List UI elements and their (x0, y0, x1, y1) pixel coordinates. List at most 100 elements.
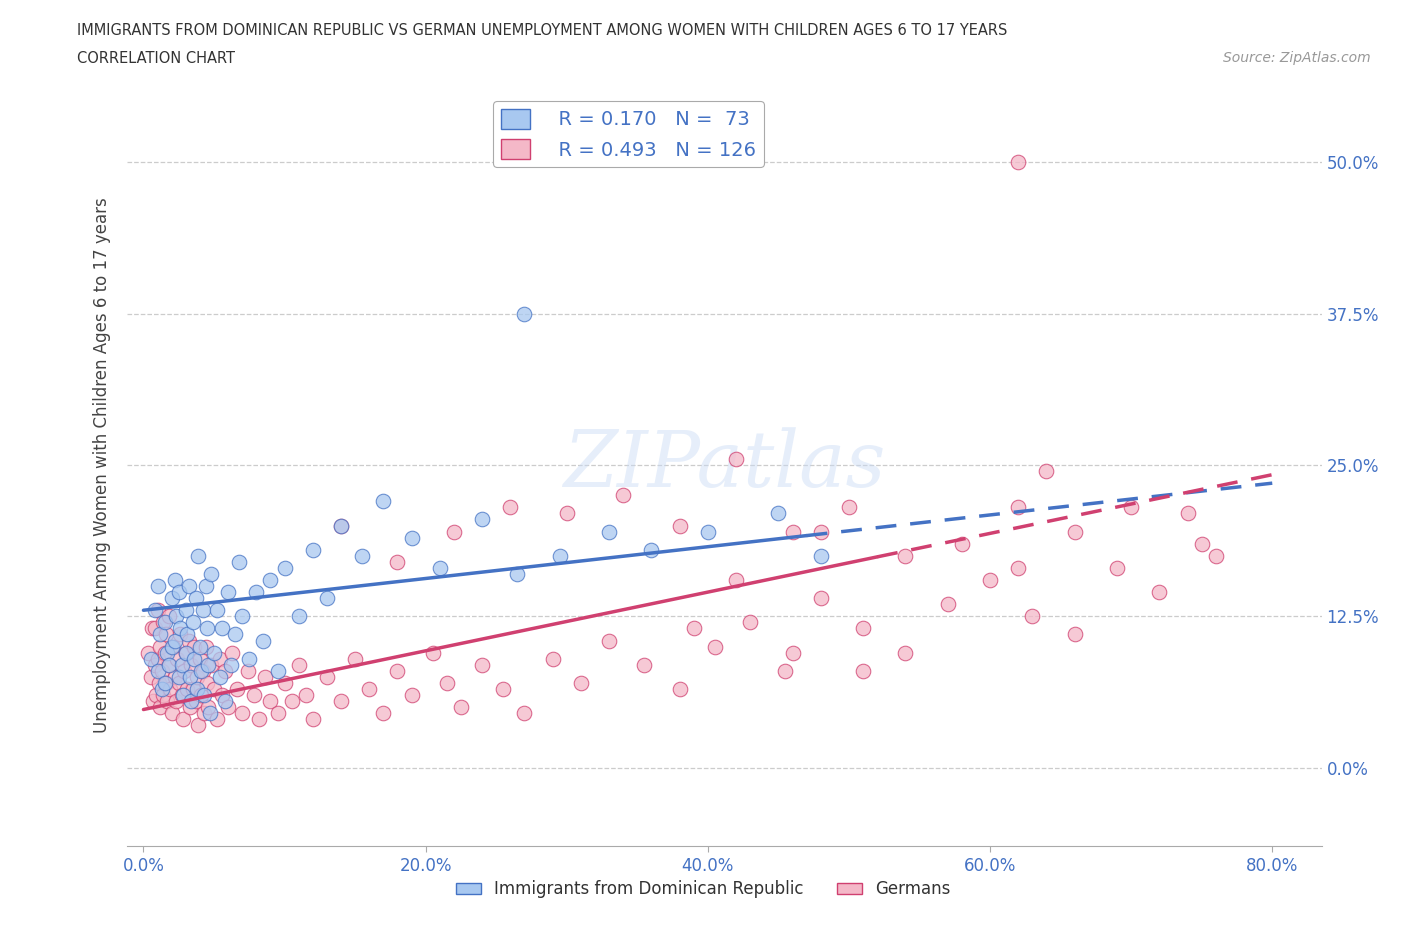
Point (219, 658, 242, 672)
Point (401, 687, 423, 702)
Point (236, 663, 259, 678)
Point (548, 549, 571, 564)
Point (287, 609, 309, 624)
Point (172, 711, 194, 726)
Point (174, 645, 197, 660)
Point (157, 609, 180, 624)
Point (330, 518, 353, 533)
Point (176, 627, 198, 642)
Point (167, 585, 190, 600)
Point (387, 663, 409, 678)
Point (852, 663, 875, 678)
Text: ZIPatlas: ZIPatlas (562, 427, 886, 503)
Point (436, 675, 458, 690)
Point (253, 670, 276, 684)
Point (179, 670, 201, 684)
Point (194, 639, 217, 654)
Point (513, 706, 536, 721)
Point (768, 506, 790, 521)
Point (555, 506, 578, 521)
Point (894, 645, 917, 660)
Point (186, 682, 208, 697)
Point (1063, 525, 1085, 539)
Point (180, 658, 202, 672)
Point (169, 621, 191, 636)
Point (569, 675, 592, 690)
Point (170, 687, 193, 702)
Point (165, 694, 187, 709)
Point (190, 663, 212, 678)
Point (633, 658, 655, 672)
Point (181, 682, 204, 697)
Point (150, 682, 173, 697)
Point (598, 525, 620, 539)
Y-axis label: Unemployment Among Women with Children Ages 6 to 17 years: Unemployment Among Women with Children A… (93, 197, 111, 733)
Point (214, 694, 236, 709)
Point (197, 699, 219, 714)
Text: CORRELATION CHART: CORRELATION CHART (77, 51, 235, 66)
Point (163, 670, 186, 684)
Point (179, 699, 201, 714)
Point (359, 682, 381, 697)
Point (149, 627, 172, 642)
Point (696, 525, 718, 539)
Point (136, 645, 159, 660)
Point (193, 687, 215, 702)
Point (506, 566, 529, 581)
Point (330, 694, 353, 709)
Point (1105, 561, 1128, 576)
Point (301, 711, 323, 726)
Point (139, 651, 162, 666)
Point (238, 651, 260, 666)
Point (612, 488, 634, 503)
Point (153, 675, 176, 690)
Point (167, 670, 190, 684)
Point (1191, 537, 1213, 551)
Point (174, 603, 197, 618)
Point (1035, 464, 1057, 479)
Legend: Immigrants from Dominican Republic, Germans: Immigrants from Dominican Republic, Germ… (449, 873, 957, 905)
Point (294, 687, 316, 702)
Point (153, 615, 176, 630)
Point (1149, 585, 1171, 600)
Point (775, 663, 797, 678)
Point (152, 687, 174, 702)
Point (146, 603, 169, 618)
Point (422, 645, 444, 660)
Point (330, 518, 353, 533)
Point (668, 518, 690, 533)
Point (197, 658, 219, 672)
Point (228, 554, 250, 569)
Point (143, 658, 166, 672)
Point (174, 645, 197, 660)
Point (181, 615, 204, 630)
Point (936, 597, 959, 612)
Point (810, 525, 832, 539)
Point (146, 578, 169, 593)
Point (231, 706, 253, 721)
Point (184, 591, 207, 605)
Point (471, 658, 494, 672)
Point (782, 645, 804, 660)
Point (156, 694, 179, 709)
Point (166, 651, 188, 666)
Point (145, 687, 167, 702)
Point (176, 682, 198, 697)
Point (170, 658, 193, 672)
Point (188, 651, 211, 666)
Point (155, 675, 177, 690)
Point (373, 706, 395, 721)
Point (979, 573, 1001, 588)
Point (198, 706, 221, 721)
Point (1007, 155, 1029, 170)
Point (810, 591, 832, 605)
Point (143, 603, 166, 618)
Point (186, 670, 208, 684)
Point (1007, 561, 1029, 576)
Point (143, 621, 166, 636)
Point (668, 682, 690, 697)
Point (195, 621, 218, 636)
Point (221, 645, 243, 660)
Point (280, 694, 302, 709)
Point (252, 633, 274, 648)
